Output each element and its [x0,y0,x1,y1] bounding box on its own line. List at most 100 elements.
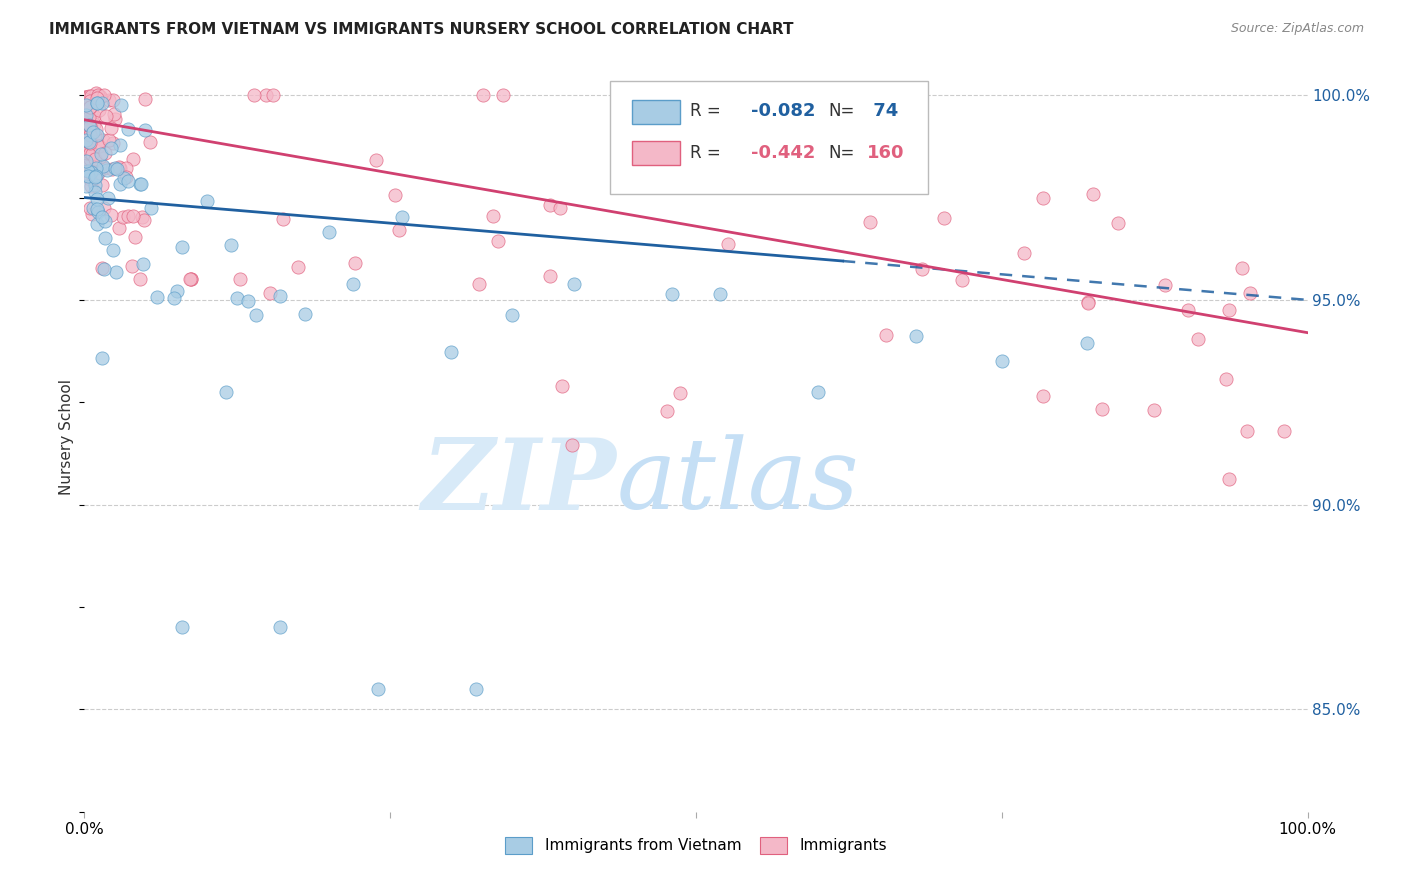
Point [1032,191,1054,205]
Point [384,188,406,202]
Point [87,88,110,103]
Point [84,153,107,167]
Text: 160: 160 [868,145,904,162]
Point [80,165,103,179]
Point [104,112,127,127]
Text: N=: N= [828,145,855,162]
Point [84,161,107,175]
Point [100,141,122,155]
Point [79,153,101,167]
Point [75,114,97,128]
Point [76,127,98,141]
Point [90,178,112,192]
Point [82,147,104,161]
Point [134,92,156,106]
Point [89,88,111,103]
Point [80,207,103,221]
Point [709,287,731,301]
Point [238,293,260,308]
Point [80,146,103,161]
Point [73,105,96,120]
Point [131,210,153,224]
Point [482,209,505,223]
Point [1142,403,1164,417]
Point [1236,424,1258,438]
Point [318,225,340,239]
Point [538,198,561,212]
Point [80,156,103,170]
Point [83,109,105,123]
Point [82,126,104,140]
Point [100,162,122,177]
Point [76,161,98,176]
FancyBboxPatch shape [633,141,681,165]
Point [90,147,112,161]
Point [166,284,188,298]
Point [73,120,96,134]
Point [75,133,97,147]
Point [122,210,145,224]
Point [242,88,264,103]
Point [134,213,156,227]
Point [89,90,111,104]
Point [628,88,651,103]
Point [468,277,491,291]
Point [75,161,97,175]
Point [163,291,186,305]
Point [79,129,101,144]
Point [111,210,134,224]
Point [75,97,97,112]
Point [75,90,97,104]
Point [84,87,107,101]
Point [195,194,218,208]
Point [391,210,413,224]
Point [86,153,108,168]
Point [471,88,494,103]
Point [86,128,108,143]
Point [87,166,110,180]
Point [79,171,101,186]
Point [75,154,97,169]
Point [129,177,152,191]
Point [172,240,194,254]
Point [502,308,524,322]
Point [875,328,897,343]
Point [134,123,156,137]
Point [83,117,105,131]
Point [139,201,162,215]
Point [486,234,509,248]
Point [254,88,277,103]
Point [1239,286,1261,301]
Point [84,169,107,183]
Point [76,145,98,159]
Point [991,353,1014,368]
Point [86,96,108,111]
Point [229,272,252,286]
Text: R =: R = [690,145,725,162]
Point [86,192,108,206]
Point [77,89,100,103]
Point [79,146,101,161]
Point [103,93,125,107]
Point [117,122,139,136]
Point [1218,303,1240,318]
Point [110,98,132,112]
Point [79,134,101,148]
Point [84,121,107,136]
Point [73,133,96,147]
Point [76,145,98,160]
Text: ZIP: ZIP [422,434,616,530]
Point [215,384,238,399]
Point [108,160,131,174]
Point [79,121,101,136]
Point [103,243,125,257]
Point [91,159,114,173]
Point [117,174,139,188]
Point [75,98,97,112]
Point [77,138,100,153]
Point [657,404,679,418]
Point [668,385,690,400]
Point [97,93,120,107]
Point [77,164,100,178]
Point [950,273,973,287]
